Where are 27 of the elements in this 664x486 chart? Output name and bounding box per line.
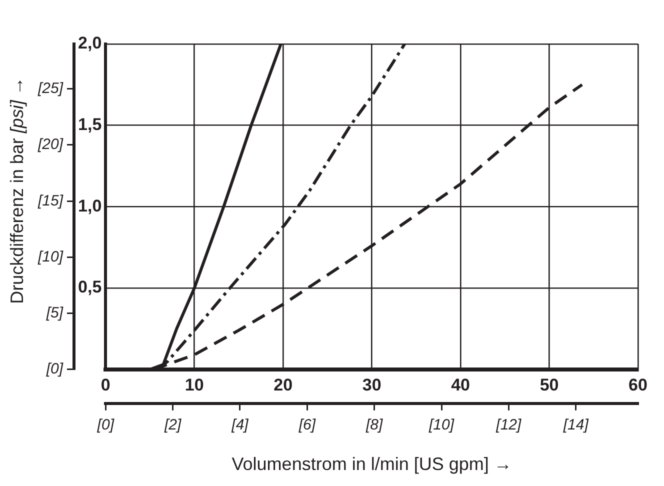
x-tick-label: 40 [451,376,470,395]
x2-tick-label: [0] [96,416,115,434]
x2-tick-label: [6] [298,416,316,434]
y-tick-label: [10] [36,248,64,266]
x-tick-label: 50 [540,376,559,395]
y2-tick-label: 1,5 [78,115,102,134]
x-tick-label: 0 [100,376,110,395]
y-tick-label: [20] [36,136,64,154]
x2-tick-label: [4] [230,416,250,434]
y2-tick-label: 1,0 [78,196,102,216]
y-tick-label: [5] [45,304,64,322]
x-tick-label: 20 [274,376,293,395]
x-axis-title: Volumenstrom in l/min [US gpm] → [232,454,512,474]
y2-tick-label: 0,5 [78,278,102,297]
x2-tick-label: [10] [428,416,455,434]
x2-tick-label: [2] [163,416,182,434]
y-tick-label: [15] [36,192,64,210]
x-tick-label: 30 [362,376,382,395]
y-axis-title: Druckdifferenz in bar [psi] → [6,76,28,304]
x-tick-label: 10 [184,376,204,395]
x2-tick-label: [14] [562,416,590,434]
y-tick-label: [25] [36,80,64,98]
x2-tick-label: [12] [495,416,522,434]
y-tick-label: [0] [45,360,64,378]
y2-tick-label: 2,0 [78,34,102,53]
x-tick-label: 60 [628,376,648,395]
x2-tick-label: [8] [365,416,384,434]
